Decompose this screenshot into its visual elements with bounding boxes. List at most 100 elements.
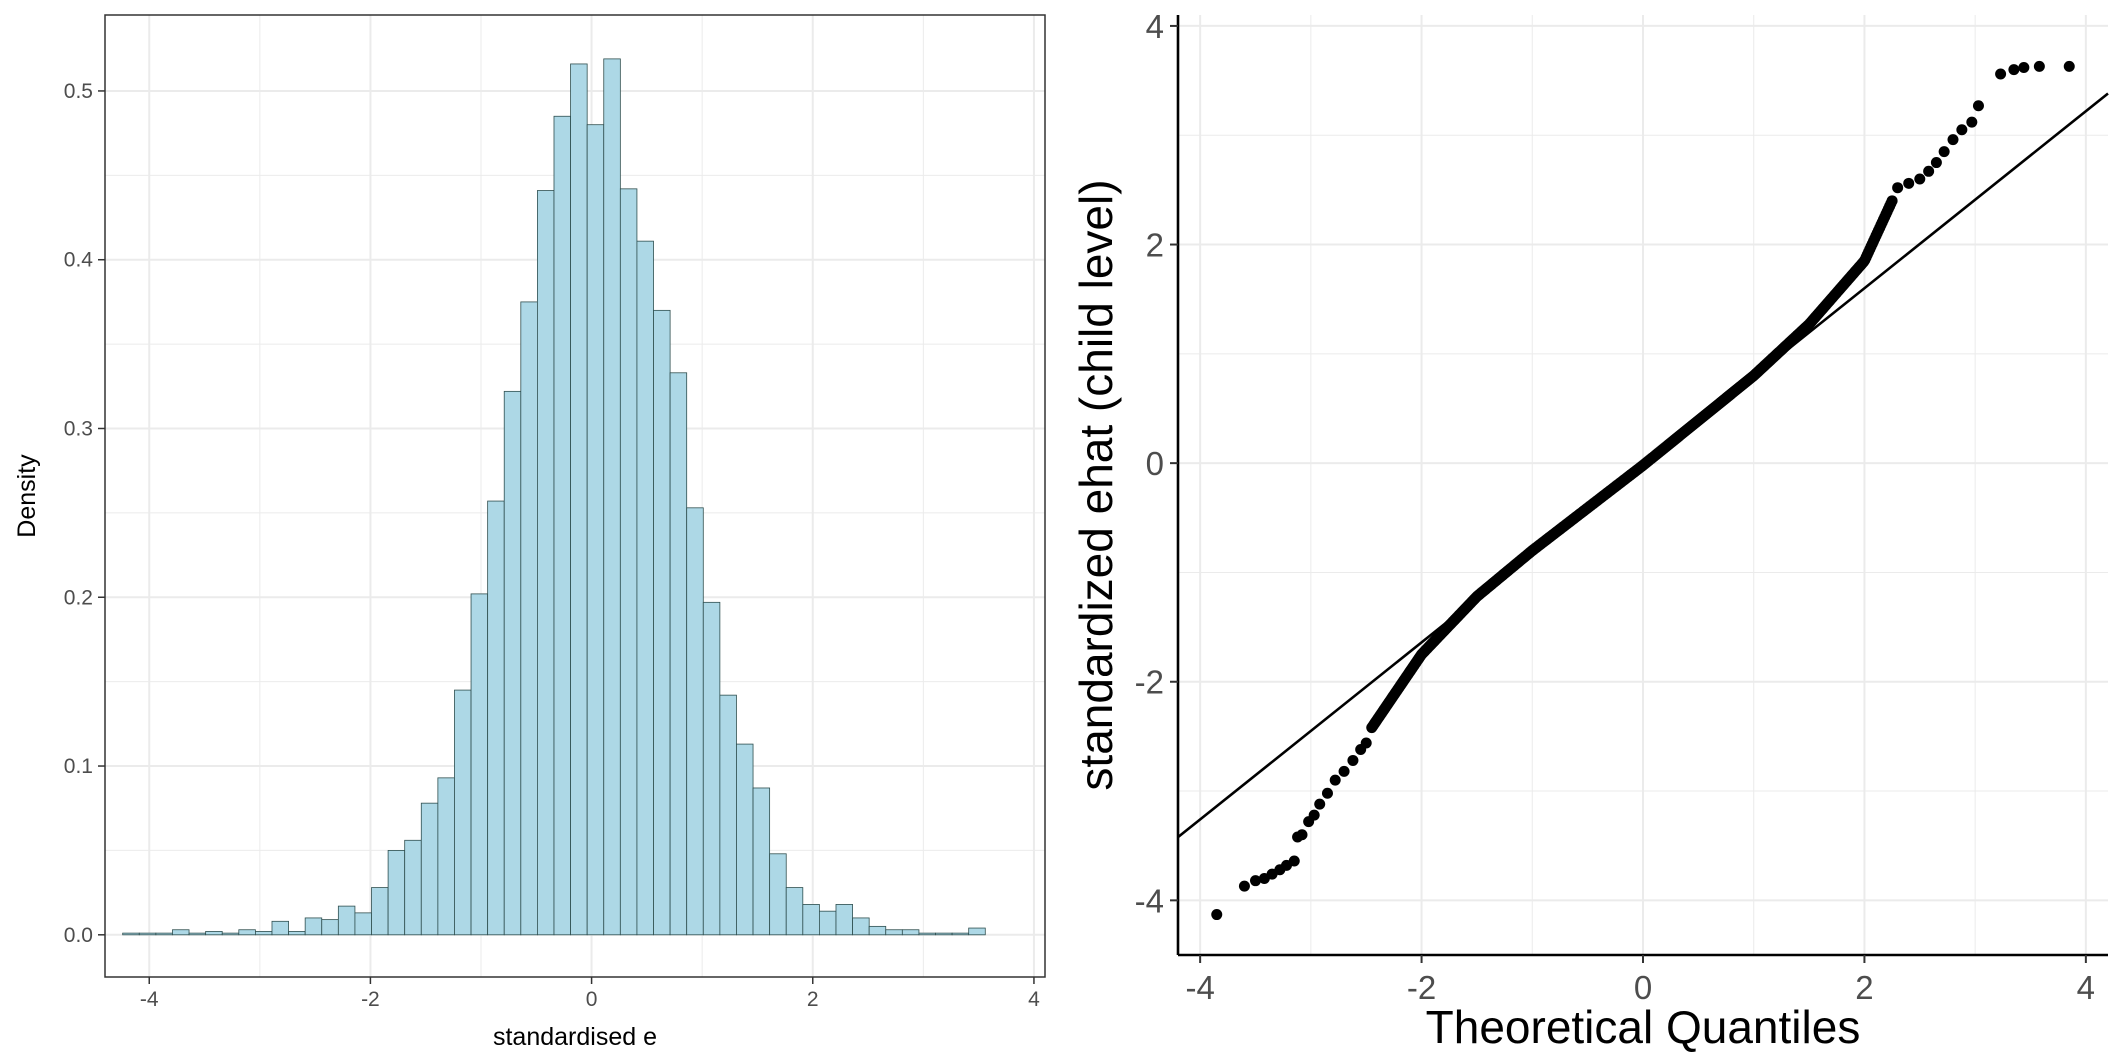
qq-point (1308, 809, 1320, 821)
histogram-bar (437, 777, 455, 936)
histogram-bar (951, 932, 970, 936)
histogram-bar (454, 689, 472, 936)
hist-x-tick-label: 4 (1028, 988, 1040, 1011)
histogram-bar (686, 507, 704, 936)
histogram-bar (935, 932, 953, 936)
hist-x-tick-label: -4 (140, 988, 159, 1011)
qq-point (1238, 880, 1250, 892)
hist-y-tick-label: 0.1 (64, 755, 93, 778)
histogram-bar (188, 932, 207, 936)
histogram-bar (304, 917, 323, 936)
histogram-bar (719, 694, 737, 936)
qq-x-tick-label: -2 (1407, 969, 1436, 1006)
histogram-panel-border (104, 14, 1046, 978)
hist-x-tick-label: 0 (586, 988, 598, 1011)
qq-point (1314, 798, 1326, 810)
histogram-bar (205, 931, 223, 936)
histogram-bar (702, 601, 721, 936)
qq-point (2033, 60, 2045, 72)
qq-point (1903, 177, 1915, 189)
qq-y-tick-label: -4 (1135, 882, 1164, 919)
qq-point (1360, 737, 1372, 749)
qq-point (2008, 64, 2020, 76)
qq-x-tick-label: 4 (2077, 969, 2095, 1006)
hist-y-tick-label: 0.5 (64, 80, 93, 103)
qq-gridlines (1178, 15, 2108, 955)
qq-point (1288, 855, 1300, 867)
qq-reference-line (1177, 92, 2109, 839)
qq-point (1995, 68, 2007, 80)
qq-y-tick-label: 2 (1146, 227, 1164, 264)
qq-y-axis-title: standardized ehat (child level) (1070, 179, 1122, 790)
qq-point (1321, 787, 1333, 799)
histogram-bar (752, 787, 771, 936)
qq-point (1947, 134, 1959, 146)
histogram-bar (885, 929, 903, 936)
histogram-bar (221, 932, 240, 936)
qq-y-tick-label: 4 (1146, 8, 1164, 45)
qq-point (1923, 165, 1935, 177)
histogram-bar (537, 190, 555, 936)
histogram-bar (852, 917, 870, 936)
histogram-bar (254, 931, 273, 936)
histogram-bar (968, 927, 986, 936)
qq-point (1914, 173, 1926, 185)
histogram-bar (802, 904, 820, 936)
qq-point (1966, 116, 1978, 128)
qq-point (1972, 100, 1984, 112)
qq-point (1886, 195, 1898, 207)
qq-x-tick-label: 0 (1634, 969, 1652, 1006)
qq-point (1892, 182, 1904, 194)
histogram-bar (553, 115, 571, 936)
histogram-bar (819, 910, 837, 936)
histogram-x-ticks: -4 -2 0 2 4 (140, 977, 1040, 1011)
histogram-bar (371, 887, 389, 936)
qq-point (2063, 60, 2075, 72)
histogram-bar (172, 929, 190, 936)
qq-plot-panel: -4 -2 0 2 4 -4 -2 0 2 4 Theoretical Quantiles st… (1070, 8, 2109, 1053)
histogram-bar (769, 853, 787, 936)
histogram-bar (271, 920, 289, 936)
qq-point (1347, 754, 1359, 766)
histogram-bar (503, 390, 522, 936)
qq-y-tick-label: -2 (1135, 664, 1164, 701)
histogram-bar (868, 925, 887, 936)
histogram-bar (636, 240, 654, 936)
qq-point (1296, 829, 1308, 841)
hist-y-tick-label: 0.3 (64, 417, 93, 440)
histogram-bar (288, 931, 306, 936)
hist-y-tick-label: 0.2 (64, 586, 93, 609)
histogram-y-ticks: 0.0 0.1 0.2 0.3 0.4 0.5 (64, 80, 105, 947)
histogram-bar (736, 743, 754, 936)
histogram-bar (785, 887, 804, 936)
hist-y-tick-label: 0.4 (64, 249, 94, 272)
histogram-bar (901, 929, 920, 936)
histogram-bar (520, 301, 538, 936)
qq-point (2018, 61, 2030, 73)
histogram-bar (138, 932, 157, 936)
histogram-bar (354, 912, 372, 936)
histogram-bar (570, 63, 588, 936)
histogram-bar (918, 932, 936, 936)
qq-x-axis-title: Theoretical Quantiles (1426, 1001, 1861, 1053)
qq-point (1956, 124, 1968, 136)
hist-y-tick-label: 0.0 (64, 924, 93, 947)
histogram-bar (122, 932, 140, 936)
qq-point (1329, 774, 1341, 786)
histogram-bar (653, 309, 671, 936)
qq-point (1250, 875, 1261, 887)
qq-x-tick-label: -4 (1185, 969, 1214, 1006)
histogram-bar (238, 929, 256, 936)
qq-x-ticks: -4 -2 0 2 4 (1185, 955, 2095, 1006)
histogram-bar (669, 372, 688, 936)
histogram-bar (337, 905, 356, 936)
histogram-y-axis-title: Density (13, 454, 41, 538)
histogram-bar (387, 850, 406, 936)
histogram-bar (835, 904, 853, 936)
qq-point (1211, 909, 1223, 921)
histogram-x-axis-title: standardised e (493, 1023, 657, 1051)
histogram-bar (404, 839, 422, 936)
qq-x-tick-label: 2 (1855, 969, 1873, 1006)
hist-x-tick-label: -2 (361, 988, 380, 1011)
